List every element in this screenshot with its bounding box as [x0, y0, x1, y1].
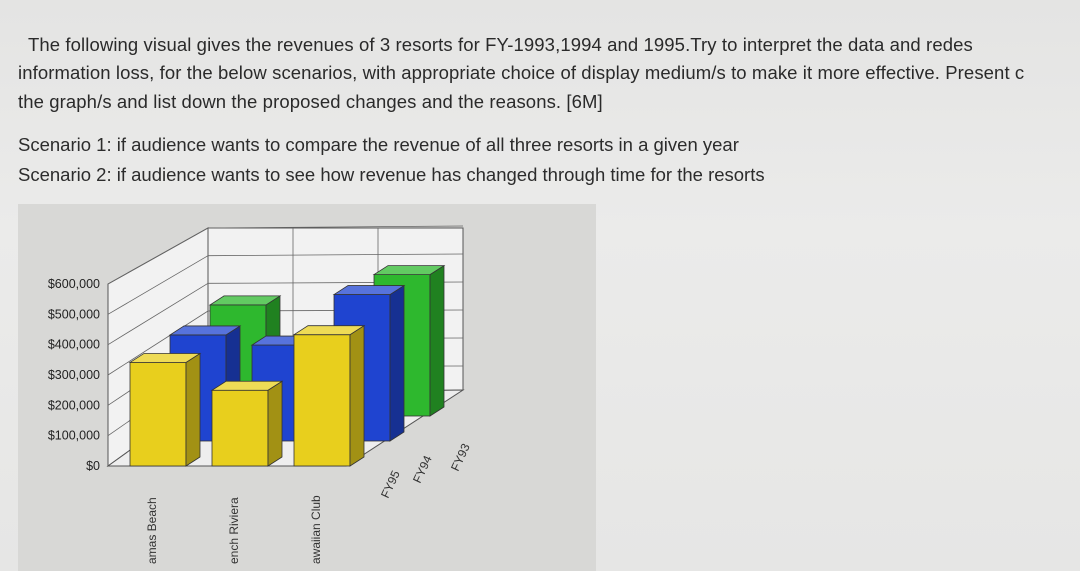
scenario-1: Scenario 1: if audience wants to compare…: [18, 134, 739, 155]
series-depth-label: FY94: [410, 453, 435, 485]
y-tick-label: $0: [86, 459, 100, 473]
bar-top: [210, 380, 284, 391]
side-gridline: [107, 227, 209, 285]
bar-side: [185, 352, 201, 467]
bar-top: [372, 265, 446, 275]
back-gridline: [207, 225, 464, 229]
y-tick-label: $300,000: [48, 368, 100, 382]
category-label: amas Beach: [145, 497, 159, 564]
y-tick-label: $100,000: [48, 429, 100, 443]
bar-top: [208, 295, 282, 306]
side-gridline: [107, 310, 209, 376]
bar-front: [293, 334, 351, 467]
question-line-2: information loss, for the below scenario…: [18, 62, 1025, 83]
category-label: awaiian Club: [309, 495, 323, 564]
scenario-2: Scenario 2: if audience wants to see how…: [18, 164, 765, 185]
bar-top: [292, 325, 366, 336]
bar-side: [389, 284, 405, 442]
question-line-3: the graph/s and list down the proposed c…: [18, 91, 603, 112]
bar-top: [332, 285, 406, 295]
y-tick-label: $500,000: [48, 307, 100, 321]
series-depth-label: FY93: [448, 441, 473, 473]
bar-side: [267, 380, 283, 467]
question-line-1: The following visual gives the revenues …: [28, 34, 973, 55]
revenue-chart: $0 $100,000 $200,000 $300,000 $400,000 $500,0…: [18, 204, 596, 571]
side-gridline: [107, 255, 209, 315]
bar-side: [429, 264, 445, 417]
bar-front: [211, 389, 269, 467]
bar-top: [168, 325, 242, 336]
series-depth-label: FY95: [378, 468, 403, 500]
category-label: ench Riviera: [227, 497, 241, 564]
chart-svg: $0 $100,000 $200,000 $300,000 $400,000 $500,0…: [48, 225, 473, 564]
bar-top: [128, 353, 202, 363]
y-tick-label: $600,000: [48, 277, 100, 291]
back-gridline: [207, 253, 464, 257]
bar-side: [349, 324, 365, 467]
y-tick-label: $200,000: [48, 398, 100, 412]
bar-front: [129, 362, 187, 467]
side-gridline: [107, 282, 209, 346]
y-tick-label: $400,000: [48, 338, 100, 352]
